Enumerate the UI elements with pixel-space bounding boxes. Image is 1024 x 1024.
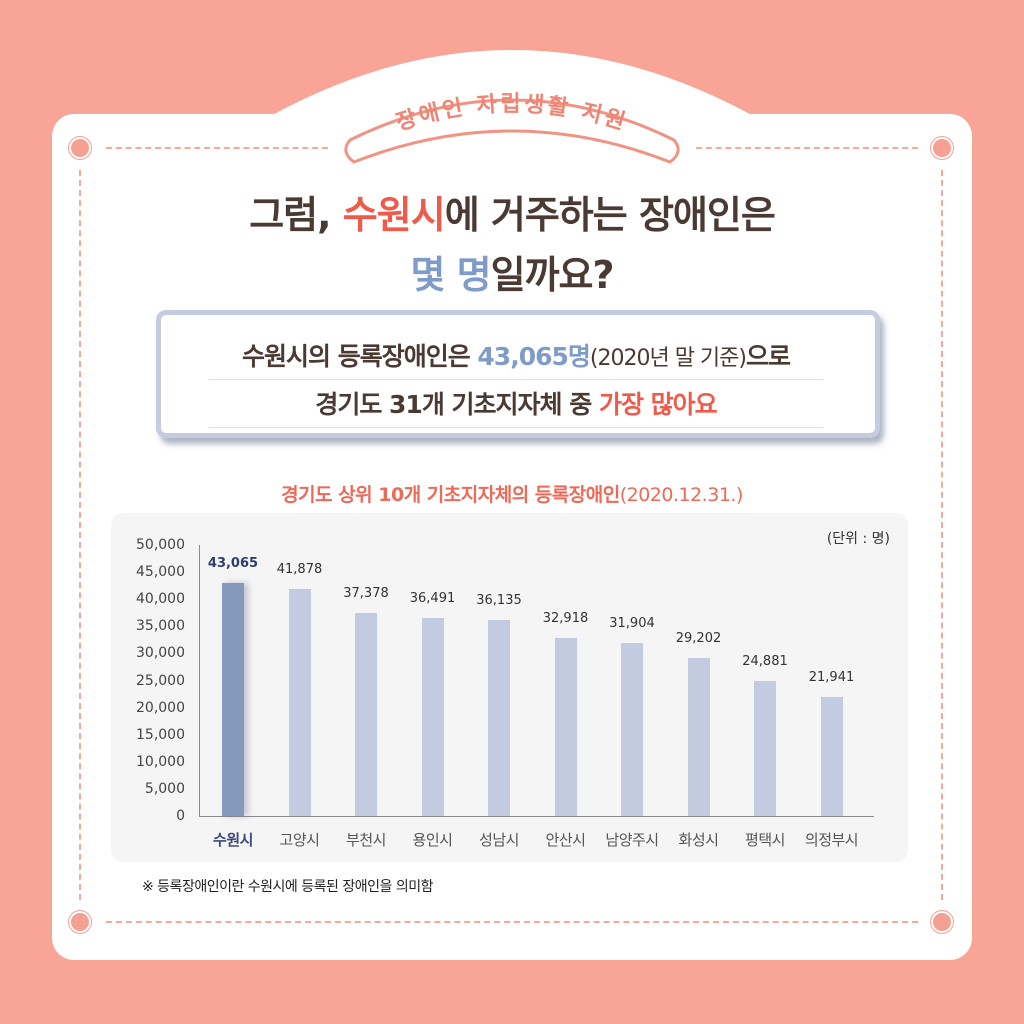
bar-value-label: 32,918 <box>542 610 589 626</box>
info-text-suffix: 으로 <box>746 342 791 371</box>
y-tick-label: 20,000 <box>136 699 185 716</box>
info-text-2: 경기도 31개 기초지자체 중 <box>315 390 599 419</box>
bar-5 <box>488 620 510 816</box>
headline-question-highlight: 몇 명 <box>410 253 491 297</box>
x-category-label: 수원시 <box>213 831 253 849</box>
dashed-border-top-right <box>696 147 918 149</box>
bar-1 <box>222 582 244 816</box>
headline-line-2: 몇 명일까요? <box>0 244 1024 299</box>
info-line-1: 수원시의 등록장애인은 43,065명(2020년 말 기준)으로 <box>209 337 823 380</box>
bar-value-label: 36,491 <box>409 591 456 607</box>
bar-6 <box>554 637 577 816</box>
info-highlight: 가장 많아요 <box>598 390 718 419</box>
bar-10 <box>820 697 843 816</box>
y-tick-label: 30,000 <box>136 645 185 662</box>
y-tick-label: 15,000 <box>136 726 185 743</box>
bar-3 <box>355 613 377 816</box>
corner-dot-bottom-left-icon <box>71 913 89 931</box>
bar-value-label: 41,878 <box>276 562 323 578</box>
info-line-2: 경기도 31개 기초지자체 중 가장 많아요 <box>209 385 823 428</box>
x-category-label: 용인시 <box>412 831 453 849</box>
topic-badge: 장애인 자립생활 지원 <box>344 92 680 164</box>
bar-4 <box>421 618 444 816</box>
unit-label: (단위 : 명) <box>826 531 890 547</box>
bar-8 <box>687 657 710 816</box>
headline-city: 수원시 <box>342 193 446 237</box>
y-tick-label: 50,000 <box>136 537 185 553</box>
bar-value-label: 37,378 <box>343 586 389 602</box>
chart-panel: (단위 : 명) 50,000 45,000 40,000 35,000 30,000 2… <box>111 513 908 862</box>
headline-line-1: 그럼, 수원시에 거주하는 장애인은 <box>0 184 1024 239</box>
y-tick-label: 45,000 <box>136 564 185 581</box>
x-category-label: 고양시 <box>279 831 320 849</box>
x-category-label: 평택시 <box>745 831 785 849</box>
chart-title: 경기도 상위 10개 기초지자체의 등록장애인(2020.12.31.) <box>0 480 1024 507</box>
dashed-border-left <box>79 170 81 900</box>
bar-7 <box>621 643 643 816</box>
y-tick-label: 10,000 <box>136 753 185 770</box>
corner-dot-bottom-right-icon <box>933 913 951 931</box>
info-box: 수원시의 등록장애인은 43,065명(2020년 말 기준)으로 경기도 31… <box>156 310 880 438</box>
bar-value-label: 21,941 <box>808 670 855 686</box>
x-category-label: 안산시 <box>545 831 586 849</box>
info-date-note: (2020년 말 기준) <box>589 346 747 371</box>
corner-dot-top-left-icon <box>71 139 89 157</box>
y-tick-label: 35,000 <box>136 618 185 635</box>
y-axis-line <box>199 545 200 816</box>
headline-question-suffix: 일까요? <box>490 253 615 297</box>
dashed-border-top-left <box>106 147 328 149</box>
x-category-label: 의정부시 <box>804 831 859 849</box>
chart-title-date: (2020.12.31.) <box>619 484 744 506</box>
bar-value-label: 29,202 <box>675 630 722 646</box>
bar-value-label: 31,904 <box>609 616 655 632</box>
bar-value-label: 36,135 <box>476 593 522 609</box>
y-tick-label: 25,000 <box>136 672 185 689</box>
x-category-label: 남양주시 <box>605 831 659 849</box>
headline-prefix: 그럼, <box>249 193 343 237</box>
dashed-border-bottom <box>106 921 918 923</box>
info-count: 43,065명 <box>477 342 590 371</box>
y-tick-label: 0 <box>176 808 185 824</box>
x-category-label: 화성시 <box>678 831 719 849</box>
y-tick-label: 40,000 <box>136 591 185 608</box>
headline-suffix: 에 거주하는 장애인은 <box>444 193 776 237</box>
x-axis-line <box>199 816 874 817</box>
bar-2 <box>288 589 311 816</box>
bar-9 <box>754 681 776 816</box>
chart-title-text: 경기도 상위 10개 기초지자체의 등록장애인 <box>281 484 620 506</box>
info-text: 수원시의 등록장애인은 <box>241 342 478 371</box>
x-category-label: 부천시 <box>346 831 386 849</box>
y-tick-label: 5,000 <box>144 780 185 797</box>
footnote: ※ 등록장애인이란 수원시에 등록된 장애인을 의미함 <box>142 879 433 895</box>
x-category-label: 성남시 <box>479 831 519 849</box>
dashed-border-right <box>941 170 943 900</box>
bar-value-label: 24,881 <box>742 654 788 670</box>
bar-value-label: 43,065 <box>207 555 259 571</box>
corner-dot-top-right-icon <box>933 139 951 157</box>
